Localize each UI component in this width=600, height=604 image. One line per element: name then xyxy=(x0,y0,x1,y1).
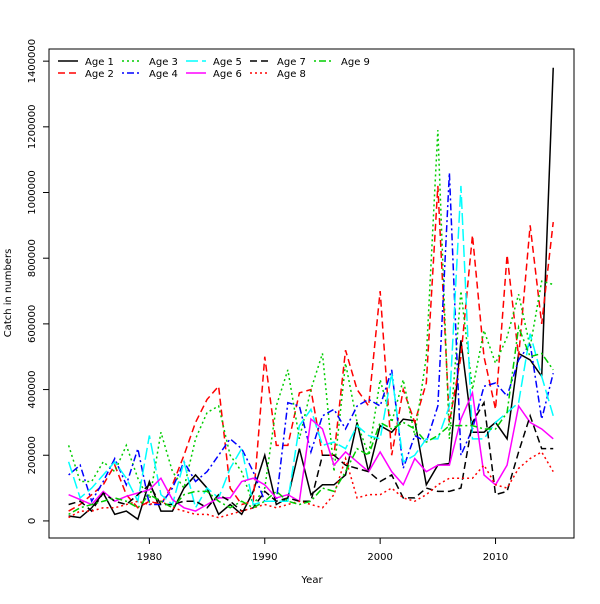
y-tick-label: 0 xyxy=(27,518,38,524)
x-tick-label: 1980 xyxy=(137,552,162,563)
legend-label: Age 6 xyxy=(213,69,242,80)
series-line xyxy=(68,185,554,512)
y-tick-label: 1200000 xyxy=(27,105,38,150)
y-tick-label: 1400000 xyxy=(27,39,38,84)
x-axis-label: Year xyxy=(300,575,323,586)
y-tick-label: 200000 xyxy=(27,436,38,474)
series-line xyxy=(67,185,554,510)
plot-frame xyxy=(48,48,575,539)
series-line xyxy=(68,450,554,519)
legend-label: Age 8 xyxy=(277,69,306,80)
y-tick-label: 1000000 xyxy=(27,170,38,215)
legend-label: Age 5 xyxy=(213,57,242,68)
legend-label: Age 3 xyxy=(149,57,178,68)
y-axis-label: Catch in numbers xyxy=(3,249,14,338)
series-line xyxy=(68,390,554,512)
x-tick-label: 2010 xyxy=(483,552,508,563)
series-line xyxy=(68,400,554,513)
legend-label: Age 1 xyxy=(85,57,114,68)
x-tick-label: 1990 xyxy=(252,552,277,563)
legend-label: Age 9 xyxy=(341,57,370,68)
y-tick-label: 400000 xyxy=(27,370,38,408)
series-line xyxy=(67,130,554,507)
y-tick-label: 800000 xyxy=(27,239,38,277)
legend-label: Age 4 xyxy=(149,69,178,80)
legend-label: Age 2 xyxy=(85,69,114,80)
legend-label: Age 7 xyxy=(277,57,306,68)
y-tick-label: 600000 xyxy=(27,305,38,343)
series-line xyxy=(68,324,554,516)
x-tick-label: 2000 xyxy=(367,552,392,563)
